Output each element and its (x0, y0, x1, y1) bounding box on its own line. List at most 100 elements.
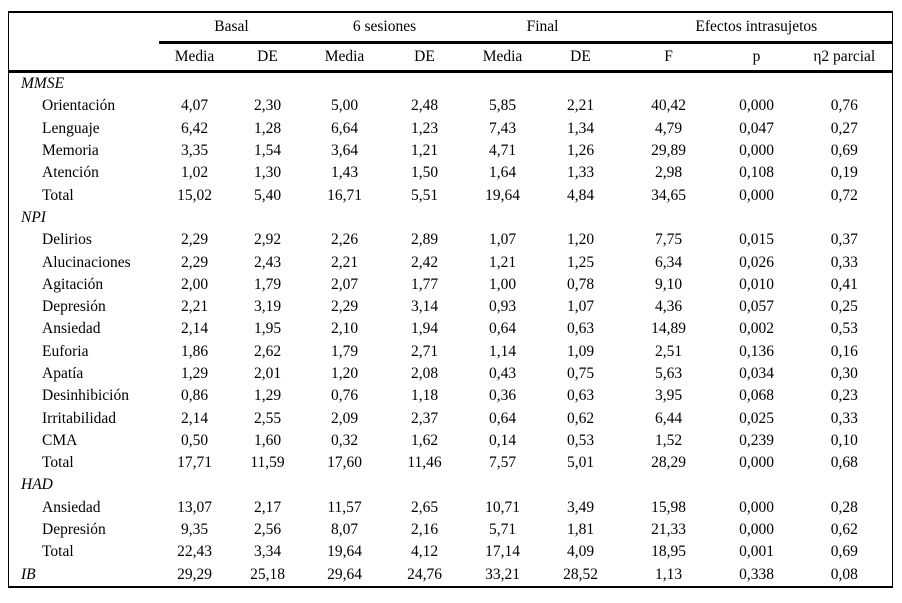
value-cell: 1,07 (566, 298, 595, 316)
column-header-media-basal: Media (158, 42, 231, 73)
value-cell: 1,52 (654, 431, 683, 449)
value-cell: 4,09 (566, 543, 595, 561)
value-cell: 0,75 (566, 365, 595, 382)
value-cell: 1,07 (488, 231, 517, 249)
value-cell: 19,64 (327, 543, 362, 561)
row-label: CMA (42, 431, 78, 449)
value-cell (385, 474, 465, 496)
value-cell: 2,51 (654, 342, 683, 360)
value-cell: 1,14 (488, 342, 517, 360)
value-cell (385, 207, 465, 229)
table-row: Depresión 9,35 2,56 8,07 2,16 5,71 1,81 21,33 0,… (9, 519, 893, 541)
value-cell: 0,025 (739, 409, 774, 427)
value-cell (465, 72, 541, 96)
value-cell: 6,64 (330, 119, 359, 137)
results-table-wrapper: Basal 6 sesiones Final Efectos intrasuje… (8, 11, 894, 588)
value-cell: 4,84 (566, 186, 595, 204)
value-cell: 1,60 (253, 431, 282, 449)
table-row: Total 17,71 11,59 17,60 11,46 7,57 5,01 28,29 0,… (9, 452, 893, 474)
value-cell: 0,000 (739, 454, 774, 472)
value-cell: 1,26 (566, 142, 595, 160)
table-row: Agitación 2,00 1,79 2,07 1,77 1,00 0,78 9,10 0,0… (9, 274, 893, 296)
table-row: Memoria 3,35 1,54 3,64 1,21 4,71 1,26 29,89 0,00… (9, 140, 893, 162)
value-cell: 15,98 (651, 498, 686, 516)
value-cell: 5,71 (488, 521, 517, 539)
table-row: Euforia 1,86 2,62 1,79 2,71 1,14 1,09 2,51 0,136… (9, 341, 893, 363)
value-cell (717, 72, 797, 96)
value-cell: 2,89 (410, 231, 439, 249)
value-cell: 1,20 (566, 231, 595, 249)
table-body: MMSE Orientación 4,07 2,30 5,00 2,48 5,85 2,21 4… (9, 72, 893, 587)
value-cell: 3,14 (410, 298, 439, 316)
value-cell: 0,69 (830, 543, 858, 561)
value-cell (159, 207, 231, 229)
section-label: IB (21, 565, 36, 583)
value-cell: 8,07 (330, 521, 359, 539)
value-cell: 5,01 (566, 454, 595, 472)
value-cell: 2,00 (180, 275, 209, 293)
value-cell: 6,44 (654, 409, 683, 427)
value-cell: 0,53 (566, 431, 595, 449)
value-cell: 2,14 (180, 320, 209, 338)
value-cell: 0,25 (830, 298, 858, 316)
value-cell: 2,30 (253, 97, 282, 115)
value-cell: 1,43 (330, 164, 359, 182)
value-cell: 14,89 (651, 320, 686, 338)
value-cell (621, 72, 717, 96)
value-cell: 0,000 (739, 142, 774, 160)
value-cell: 0,53 (830, 320, 858, 338)
value-cell: 0,136 (739, 342, 774, 360)
value-cell: 0,72 (830, 186, 858, 204)
table-row: Desinhibición 0,86 1,29 0,76 1,18 0,36 0,63 3,9… (9, 385, 893, 407)
value-cell: 9,35 (180, 521, 209, 539)
value-cell: 1,64 (488, 164, 517, 182)
value-cell: 0,32 (330, 431, 359, 449)
table-row: Ansiedad 2,14 1,95 2,10 1,94 0,64 0,63 14,89 0,0… (9, 318, 893, 340)
value-cell: 0,36 (488, 387, 517, 405)
value-cell: 0,63 (566, 320, 595, 338)
value-cell: 1,50 (410, 164, 439, 182)
value-cell: 1,30 (253, 164, 282, 182)
column-group-final: Final (464, 12, 621, 44)
value-cell: 2,08 (410, 365, 439, 382)
row-label: Irritabilidad (42, 409, 117, 427)
value-cell: 19,64 (485, 186, 520, 204)
value-cell: 2,55 (253, 409, 282, 427)
value-cell: 0,338 (739, 565, 774, 583)
value-cell: 28,52 (563, 565, 598, 583)
value-cell: 2,10 (330, 320, 359, 338)
row-label: Euforia (42, 342, 89, 360)
table-row: Depresión 2,21 3,19 2,29 3,14 0,93 1,07 4,36 0,0… (9, 296, 893, 318)
column-header-media-final: Media (464, 42, 541, 73)
value-cell (621, 207, 717, 229)
value-cell: 0,37 (830, 231, 858, 249)
value-cell: 13,07 (177, 498, 212, 516)
value-cell: 0,50 (180, 431, 209, 449)
row-label: Orientación (42, 97, 116, 115)
value-cell: 34,65 (651, 186, 686, 204)
value-cell: 6,42 (180, 119, 209, 137)
value-cell: 18,95 (651, 543, 686, 561)
empty-corner-cell (8, 42, 159, 73)
value-cell: 0,19 (830, 164, 858, 182)
value-cell: 0,86 (180, 387, 209, 405)
row-label: Total (42, 186, 74, 204)
value-cell: 16,71 (327, 186, 362, 204)
row-label: Apatía (42, 365, 84, 382)
value-cell: 0,30 (830, 365, 858, 382)
value-cell: 1,13 (654, 565, 683, 583)
table-row: Orientación 4,07 2,30 5,00 2,48 5,85 2,21 40,42… (9, 95, 893, 117)
table-row: Total 22,43 3,34 19,64 4,12 17,14 4,09 18,95 0,0… (9, 541, 893, 563)
value-cell: 4,07 (180, 97, 209, 115)
value-cell: 1,29 (180, 365, 209, 382)
value-cell: 21,33 (651, 521, 686, 539)
column-header-de-final: DE (540, 42, 621, 73)
empty-corner-cell (9, 12, 159, 43)
value-cell: 0,10 (830, 431, 858, 449)
value-cell: 0,33 (830, 409, 858, 427)
value-cell: 2,48 (410, 97, 439, 115)
row-label: Desinhibición (42, 387, 129, 405)
value-cell: 10,71 (485, 498, 520, 516)
value-cell: 0,64 (488, 409, 517, 427)
value-cell: 2,14 (180, 409, 209, 427)
